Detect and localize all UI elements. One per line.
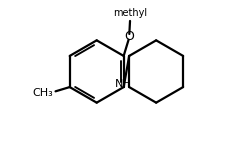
Text: NH: NH xyxy=(115,79,132,89)
Text: O: O xyxy=(124,30,134,43)
Text: CH₃: CH₃ xyxy=(32,88,53,98)
Text: methyl: methyl xyxy=(113,8,147,18)
